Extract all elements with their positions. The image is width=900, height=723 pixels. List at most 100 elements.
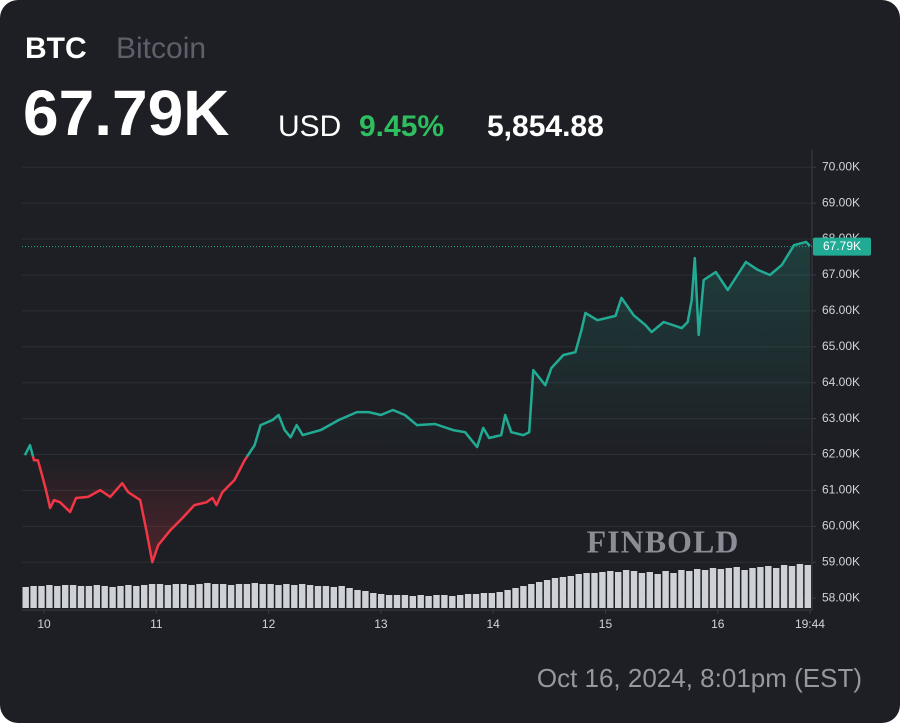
volume-bar <box>662 571 669 608</box>
price: 67.79K <box>23 77 229 149</box>
volume-bar <box>607 571 614 608</box>
volume-bar <box>409 596 416 608</box>
volume-bar <box>401 595 409 608</box>
volume-bar <box>291 585 298 608</box>
volume-bar <box>520 586 527 608</box>
volume-bar <box>709 568 717 608</box>
volume-bar <box>575 574 582 608</box>
volume-bar <box>299 584 306 608</box>
volume-bar <box>54 586 61 608</box>
timestamp: Oct 16, 2024, 8:01pm (EST) <box>537 663 862 693</box>
volume-bar <box>472 594 480 608</box>
y-tick-label: 63.00K <box>822 411 860 425</box>
volume-bar <box>141 585 148 608</box>
volume-bar <box>148 584 156 608</box>
volume-bar <box>504 590 511 608</box>
volume-bar <box>457 595 464 608</box>
volume-bar <box>370 593 377 608</box>
y-tick-label: 66.00K <box>822 303 860 317</box>
volume-bar <box>93 585 100 608</box>
volume-bar <box>654 574 661 608</box>
volume-bar <box>646 572 653 608</box>
volume-bar <box>338 586 345 608</box>
volume-bar <box>496 592 503 608</box>
volume-bar <box>543 580 551 608</box>
asset-name: Bitcoin <box>116 32 206 65</box>
y-tick-label: 69.00K <box>822 195 860 209</box>
currency: USD <box>278 110 341 143</box>
volume-bar <box>464 594 472 608</box>
volume-bar <box>212 584 219 608</box>
volume-bar <box>591 573 598 608</box>
volume-bar <box>480 593 488 608</box>
volume-bar <box>733 567 740 608</box>
volume-bar <box>441 595 448 608</box>
watermark: FINBOLD <box>587 523 740 559</box>
price-line <box>23 240 811 564</box>
volume-bar <box>622 570 630 608</box>
symbol: BTC <box>25 32 87 65</box>
volume-bar <box>694 569 701 608</box>
volume-bar <box>362 591 369 608</box>
volume-bar <box>583 573 590 608</box>
volume-bar <box>488 593 495 608</box>
volume-bar <box>101 586 108 608</box>
volume-bar <box>117 586 124 608</box>
volume-bar <box>22 587 29 608</box>
volume-bar <box>536 582 543 608</box>
volume-bar <box>204 583 211 608</box>
volume-bar <box>322 586 330 608</box>
volume-bar <box>164 585 172 608</box>
volume-bar <box>788 566 796 608</box>
volume-bar <box>125 585 132 608</box>
volume-bar <box>306 585 314 608</box>
change-percent: 9.45% <box>359 110 444 143</box>
volume-bar <box>528 584 535 608</box>
volume-bar <box>378 594 385 608</box>
last-price-label: 67.79K <box>823 239 861 253</box>
y-tick-label: 60.00K <box>822 519 860 533</box>
volume-bar <box>725 568 732 608</box>
volume-bar <box>630 571 638 608</box>
volume-bar <box>701 570 709 608</box>
x-tick-label: 16 <box>711 617 725 631</box>
volume-bar <box>686 571 693 608</box>
volume-bar <box>77 586 85 608</box>
volume-bar <box>749 568 756 608</box>
volume-bar <box>796 564 804 608</box>
y-tick-label: 70.00K <box>822 159 860 173</box>
volume-bar <box>449 596 456 608</box>
y-tick-label: 65.00K <box>822 339 860 353</box>
volume-bar <box>417 595 424 608</box>
y-tick-label: 62.00K <box>822 447 860 461</box>
volume-bar <box>196 584 203 608</box>
x-tick-label: 12 <box>262 617 276 631</box>
volume-bar <box>188 585 195 608</box>
volume-bar <box>133 586 140 608</box>
volume-bar <box>62 585 69 608</box>
volume-bar <box>283 584 290 608</box>
x-tick-label: 14 <box>487 617 501 631</box>
area-fill <box>24 241 810 563</box>
y-tick-label: 61.00K <box>822 483 860 497</box>
y-tick-label: 58.00K <box>822 590 860 604</box>
volume-bar <box>220 584 227 608</box>
volume-bar <box>330 587 337 608</box>
volume-bar <box>385 595 393 608</box>
volume-bar <box>567 576 574 608</box>
volume-bar <box>46 585 53 608</box>
volume-bar <box>267 584 274 608</box>
volume-bar <box>773 568 780 608</box>
volume-bar <box>393 595 401 608</box>
volume-bar <box>354 590 361 608</box>
x-tick-label: 15 <box>599 617 613 631</box>
volume-bar <box>38 586 45 608</box>
volume-bar <box>227 585 235 608</box>
y-tick-label: 64.00K <box>822 375 860 389</box>
volume-bar <box>512 588 519 608</box>
volume-bar <box>346 588 353 608</box>
volume-bar <box>314 586 322 608</box>
